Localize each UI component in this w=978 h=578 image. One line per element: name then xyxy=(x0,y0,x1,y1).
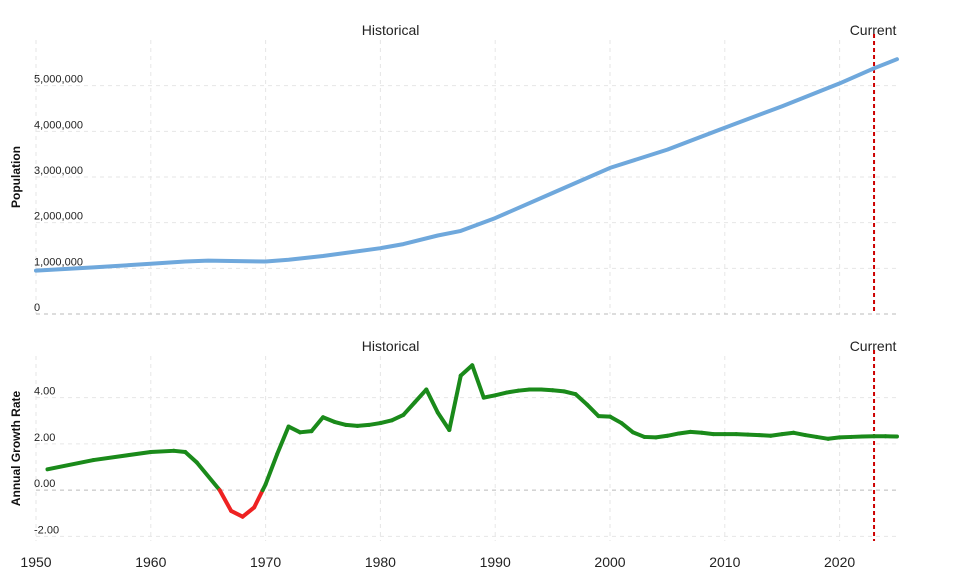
growth-rate-negative-segment xyxy=(217,488,234,513)
growth-rate-y-tick-label: 2.00 xyxy=(34,432,55,444)
population-y-tick-label: 3,000,000 xyxy=(34,165,83,177)
growth-rate-positive-segment xyxy=(321,415,337,424)
growth-rate-positive-segment xyxy=(45,458,96,472)
growth-rate-positive-segment xyxy=(194,460,222,493)
population-current-label: Current xyxy=(850,22,897,38)
x-tick-label: 1970 xyxy=(250,554,281,570)
growth-rate-positive-segment xyxy=(275,424,291,457)
growth-rate-positive-segment xyxy=(619,421,635,435)
x-tick-label: 1980 xyxy=(365,554,396,570)
growth-rate-positive-segment xyxy=(91,449,153,463)
growth-rate-current-label: Current xyxy=(850,338,897,354)
population-y-tick-label: 1,000,000 xyxy=(34,256,83,268)
growth-rate-positive-segment xyxy=(585,402,601,419)
population-y-tick-label: 0 xyxy=(34,302,40,314)
growth-rate-negative-segment xyxy=(240,505,257,519)
population-y-tick-label: 2,000,000 xyxy=(34,211,83,223)
growth-rate-positive-segment xyxy=(183,449,199,465)
growth-rate-positive-segment xyxy=(470,363,486,400)
growth-rate-positive-segment xyxy=(458,363,475,378)
growth-rate-y-tick-label: 0.00 xyxy=(34,478,55,490)
x-tick-label: 2020 xyxy=(824,554,855,570)
growth-rate-positive-segment xyxy=(630,430,647,439)
population-y-axis-label: Population xyxy=(9,146,23,208)
growth-rate-positive-segment xyxy=(435,410,452,432)
growth-rate-positive-segment xyxy=(309,415,325,434)
population-y-tick-label: 4,000,000 xyxy=(34,119,83,131)
population-series-line xyxy=(34,57,899,273)
growth-rate-positive-segment xyxy=(424,387,440,415)
growth-rate-negative-segment xyxy=(229,508,245,519)
x-tick-label: 1990 xyxy=(480,554,511,570)
growth-rate-positive-segment xyxy=(573,392,590,407)
x-tick-label: 1960 xyxy=(135,554,166,570)
growth-rate-positive-segment xyxy=(608,414,624,426)
growth-rate-negative-segment xyxy=(252,488,265,510)
growth-rate-positive-segment xyxy=(148,448,176,454)
growth-rate-positive-segment xyxy=(286,424,303,435)
growth-rate-positive-segment xyxy=(263,452,280,487)
growth-rate-y-tick-label: 4.00 xyxy=(34,386,55,398)
x-tick-label: 1950 xyxy=(20,554,51,570)
growth-rate-positive-segment xyxy=(389,412,406,423)
growth-rate-y-axis-label: Annual Growth Rate xyxy=(9,391,23,507)
x-tick-label: 2000 xyxy=(594,554,625,570)
population-historical-label: Historical xyxy=(362,22,420,38)
growth-rate-positive-segment xyxy=(447,373,463,432)
population-y-tick-label: 5,000,000 xyxy=(34,74,83,86)
growth-rate-positive-segment xyxy=(412,387,429,405)
growth-rate-positive-segment xyxy=(401,400,417,417)
x-tick-label: 2010 xyxy=(709,554,740,570)
growth-rate-historical-label: Historical xyxy=(362,338,420,354)
growth-rate-y-tick-label: -2.00 xyxy=(34,524,59,536)
